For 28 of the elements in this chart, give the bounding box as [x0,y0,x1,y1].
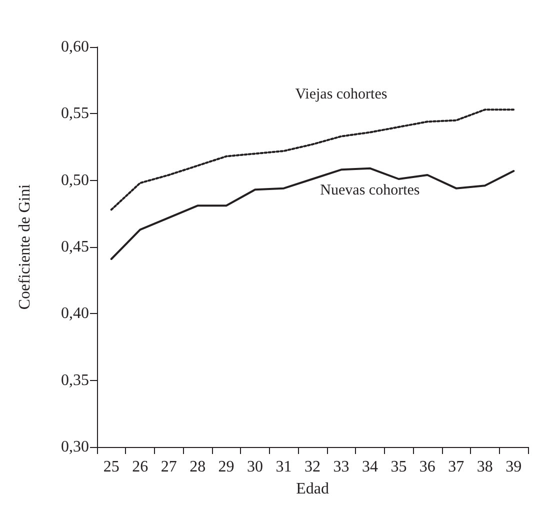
x-tick-label: 28 [190,458,206,476]
x-tick-label: 35 [390,458,407,476]
x-tick-label: 34 [362,458,378,476]
x-tick-label: 26 [132,458,148,476]
line-series [110,108,515,211]
y-axis-title: Coeficiente de Gini [16,184,34,310]
x-tick-label: 39 [506,458,522,476]
x-tick-label: 27 [160,458,177,476]
x-tick-label: 31 [276,458,292,476]
x-tick-label: 37 [448,458,464,476]
x-tick-label: 33 [333,458,350,476]
y-tick-label: 0,55 [61,105,89,122]
y-tick-label: 0,45 [61,238,89,256]
y-tick-label: 0,35 [61,372,89,389]
x-axis-title: Edad [296,480,329,498]
line-series [110,167,515,260]
x-tick-label: 25 [103,458,120,476]
x-tick-label: 36 [419,458,436,476]
y-tick-label: 0,40 [61,305,89,322]
series-label: Nuevas cohortes [320,182,420,198]
x-tick-label: 32 [304,458,320,476]
series-label: Viejas cohortes [295,86,388,102]
x-tick-label: 29 [218,458,234,476]
y-tick-label: 0,50 [61,172,89,189]
y-tick-label: 0,60 [61,38,89,56]
x-tick-label: 38 [476,458,493,476]
x-tick-label: 30 [247,458,264,476]
y-tick-label: 0,30 [61,438,89,456]
